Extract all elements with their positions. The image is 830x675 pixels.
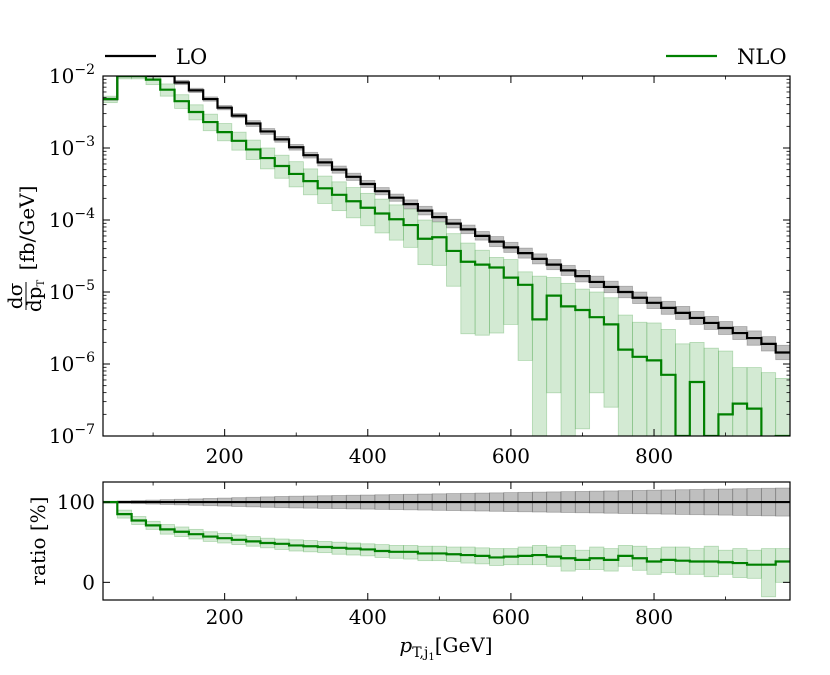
main-xtick-label: 400	[349, 444, 387, 468]
nlo-band-bin	[388, 204, 404, 241]
ratio-nlo-band-bin	[775, 548, 790, 583]
nlo-histogram-line	[103, 76, 790, 436]
nlo-band-bin	[345, 187, 362, 219]
ratio-plot-area	[103, 487, 790, 598]
nlo-band-bin	[560, 282, 576, 436]
main-ytick-label: 10−6	[49, 350, 95, 376]
nlo-band-bin	[603, 297, 619, 408]
nlo-band-bin	[531, 275, 548, 436]
nlo-band-bin	[431, 221, 447, 266]
nlo-band-bin	[403, 208, 419, 248]
ratio-nlo-band-bin	[760, 548, 777, 598]
main-ylabel-unit: [fb/GeV]	[15, 186, 39, 271]
nlo-band-bin	[732, 367, 748, 436]
nlo-band-bin	[374, 198, 390, 234]
ratio-ytick-label: 0	[82, 570, 95, 594]
main-xtick-label: 200	[206, 444, 244, 468]
nlo-band-bin	[446, 233, 462, 287]
ratio-xlabel: pT,j1[GeV]	[399, 633, 492, 663]
lo-legend-label: LO	[176, 45, 207, 69]
nlo-band-bin	[675, 343, 691, 436]
ratio-ylabel: ratio [%]	[26, 497, 50, 586]
nlo-band-bin	[317, 175, 333, 204]
nlo-band-bin	[489, 257, 505, 334]
ratio-xtick-label: 600	[492, 605, 530, 629]
main-ytick-label: 10−3	[49, 134, 95, 160]
nlo-band-bin	[617, 314, 633, 436]
ratio-xtick-label: 200	[206, 605, 244, 629]
nlo-band-bin	[632, 321, 648, 436]
ratio-xtick-label: 400	[349, 605, 387, 629]
nlo-band-bin	[460, 242, 476, 335]
nlo-band-bin	[474, 249, 490, 336]
nlo-band-bin	[760, 372, 777, 436]
nlo-band-bin	[660, 329, 676, 436]
nlo-band-bin	[775, 377, 790, 436]
ratio-nlo-line	[103, 500, 790, 566]
main-xtick-label: 800	[635, 444, 673, 468]
nlo-legend-label: NLO	[737, 45, 787, 69]
ratio-ylabel-text: ratio [%]	[26, 497, 50, 586]
nlo-band-bin	[360, 192, 376, 227]
ratio-axes-frame	[102, 481, 791, 601]
main-ylabel-numerator: dσ	[3, 282, 27, 309]
main-ytick-label: 10−5	[49, 278, 95, 304]
main-ytick-label: 10−7	[49, 422, 95, 448]
nlo-band-bin	[417, 219, 433, 266]
nlo-band-bin	[331, 181, 347, 212]
main-ytick-label: 10−4	[49, 206, 95, 232]
nlo-band-bin	[589, 291, 605, 394]
main-axes-frame	[102, 75, 791, 437]
nlo-band-bin	[503, 259, 519, 325]
ratio-xtick-label: 800	[635, 605, 673, 629]
main-plot-area	[103, 76, 790, 436]
lo-histogram-line	[103, 76, 790, 354]
main-ytick-label: 10−2	[49, 62, 95, 88]
main-xtick-label: 600	[492, 444, 530, 468]
ratio-ytick-label: 100	[57, 490, 95, 514]
nlo-band-bin	[689, 341, 705, 436]
